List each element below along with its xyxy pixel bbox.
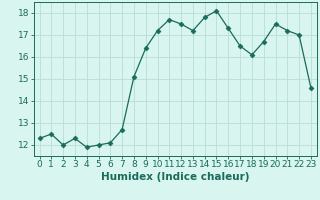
X-axis label: Humidex (Indice chaleur): Humidex (Indice chaleur) — [101, 172, 250, 182]
